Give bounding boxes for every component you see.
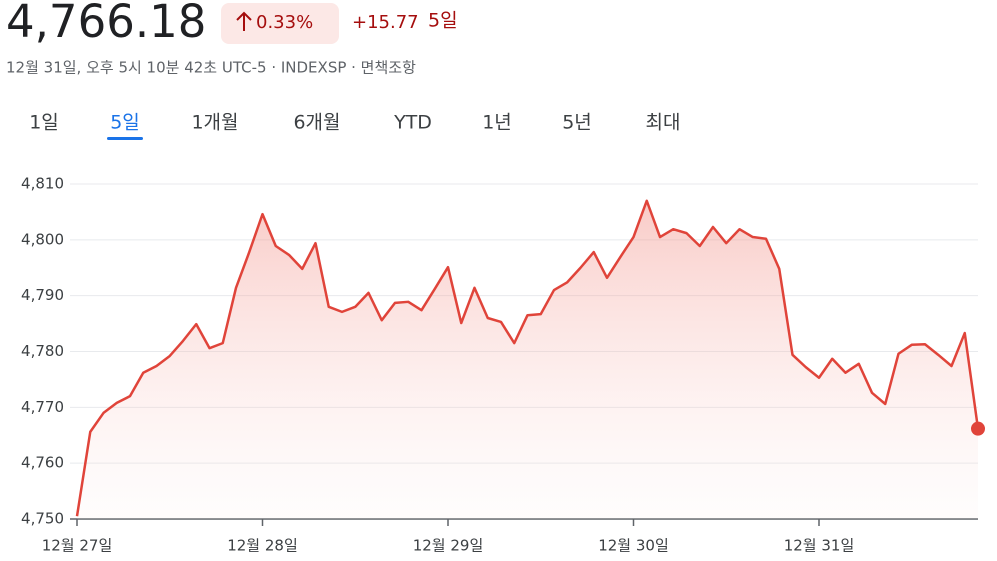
x-tick-label: 12월 27일 xyxy=(42,537,113,555)
tab[interactable]: 5일 xyxy=(110,112,140,134)
up-arrow xyxy=(236,11,252,31)
tab[interactable]: YTD xyxy=(393,112,432,134)
x-tick-label: 12월 29일 xyxy=(413,537,484,555)
x-tick-label: 12월 31일 xyxy=(784,537,855,555)
x-tick-label: 12월 28일 xyxy=(227,537,298,555)
price: 4,766.18 xyxy=(6,0,206,48)
tabs: 1일 5일 1개월 6개월 YTD 1년 5년 최대 xyxy=(29,112,681,140)
tab[interactable]: 최대 xyxy=(646,112,681,134)
tab[interactable]: 1년 xyxy=(482,112,512,134)
tab-underline xyxy=(107,137,143,140)
plot: 4,750 4,760 4,770 4,780 4,790 4,800 4,810 12월 2… xyxy=(21,175,985,555)
subtitle: 12월 31일, 오후 5시 10분 42초 UTC-5 · INDEXSP ·… xyxy=(6,59,416,77)
tab[interactable]: 6개월 xyxy=(293,112,340,134)
tab[interactable]: 1개월 xyxy=(191,112,238,134)
y-tick-label: 4,790 xyxy=(21,286,64,304)
period: 5일 xyxy=(428,10,458,32)
last-point xyxy=(971,421,985,436)
tab[interactable]: 5년 xyxy=(562,112,592,134)
x-tick-label: 12월 30일 xyxy=(598,537,669,555)
change-pill xyxy=(221,3,339,44)
y-tick-label: 4,810 xyxy=(21,175,64,193)
change-abs: +15.77 xyxy=(352,12,419,33)
y-tick-label: 4,750 xyxy=(21,510,64,528)
y-tick-label: 4,770 xyxy=(21,398,64,416)
price-line xyxy=(75,199,980,517)
y-tick-label: 4,800 xyxy=(21,230,64,248)
change-pct: 0.33% xyxy=(256,12,313,33)
tab[interactable]: 1일 xyxy=(29,112,59,134)
y-tick-label: 4,780 xyxy=(21,342,64,360)
area xyxy=(77,200,978,519)
y-tick-label: 4,760 xyxy=(21,454,64,472)
